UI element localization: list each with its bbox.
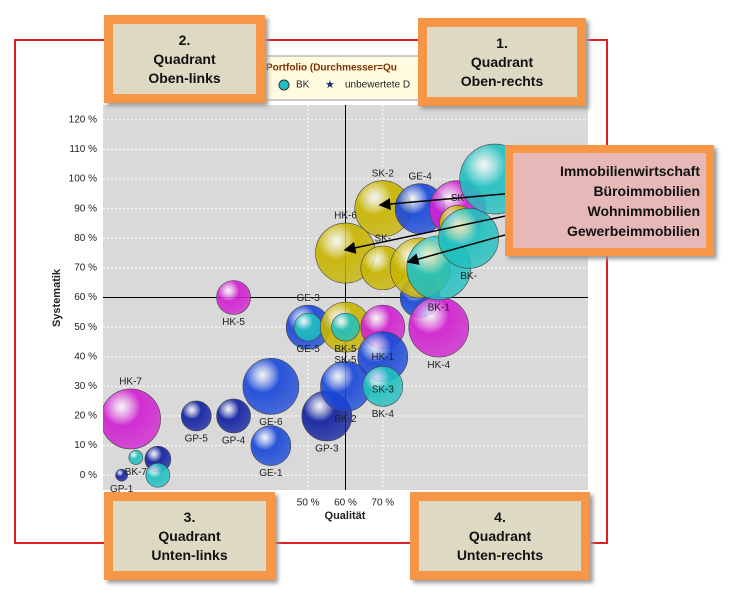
bubble <box>115 468 128 482</box>
bubble-label: HK-5 <box>222 317 245 328</box>
bubble-label: GE-3 <box>297 293 321 304</box>
quadrant-text: Quadrant <box>468 527 532 544</box>
y-tick-label: 20 % <box>74 411 97 422</box>
bubble-label: BK- <box>460 271 477 282</box>
legend-label: unbewertete D <box>345 80 410 91</box>
bubble <box>216 398 251 434</box>
y-tick-label: 50 % <box>74 322 97 333</box>
quadrant-text: Oben-rechts <box>460 72 544 89</box>
bubble <box>331 312 360 342</box>
quadrant-box: 1. Quadrant Oben-rechts <box>418 18 586 106</box>
chart-title: Portfolio (Durchmesser=Qu <box>266 63 397 74</box>
quadrant-box: 4. Quadrant Unten-rechts <box>410 492 590 580</box>
x-axis-label: Qualität <box>325 510 366 522</box>
annotation-text: Wohnimmobilien <box>587 202 700 219</box>
annotation-box: Immobilienwirtschaft Büroimmobilien Wohn… <box>505 145 714 256</box>
bubble-label: HK-4 <box>427 360 450 371</box>
bubble-label: GP-4 <box>222 436 246 447</box>
bubble-label: BK-4 <box>372 409 395 420</box>
y-tick-label: 110 % <box>69 144 97 155</box>
bubble-label: SK- <box>374 234 391 245</box>
bubble-label: SK-5 <box>334 355 357 366</box>
quadrant-number: 1. <box>496 34 508 51</box>
bubble <box>438 207 499 269</box>
legend-label: BK <box>296 80 310 91</box>
x-tick-label: 50 % <box>297 498 320 509</box>
bubble <box>128 450 144 465</box>
quadrant-text: Quadrant <box>153 50 216 67</box>
bubble <box>250 425 292 466</box>
bubble <box>216 280 251 315</box>
bubble-label: SK-2 <box>372 168 395 179</box>
y-tick-label: 90 % <box>74 203 97 214</box>
quadrant-number: 3. <box>183 508 196 525</box>
x-tick-label: 70 % <box>371 498 394 509</box>
bubble <box>180 400 212 432</box>
legend <box>261 55 423 101</box>
x-tick-label: 60 % <box>334 498 357 509</box>
quadrant-number: 4. <box>494 508 506 525</box>
bubble-label: GE-5 <box>297 344 321 355</box>
bubble-label: GP-1 <box>110 484 134 495</box>
bubble-label: GE-1 <box>259 468 283 479</box>
bubble-label: BK-2 <box>334 414 357 425</box>
bubble-label: BK-1 <box>428 303 451 314</box>
y-tick-label: 0 % <box>80 470 97 481</box>
bubble-label: SK-3 <box>372 384 395 395</box>
quadrant-text: Quadrant <box>158 527 221 544</box>
bubble <box>242 358 300 415</box>
bubble-label: GP-3 <box>315 444 339 455</box>
y-tick-label: 60 % <box>74 292 97 303</box>
quadrant-box: 3. Quadrant Unten-links <box>104 492 275 580</box>
quadrant-text: Quadrant <box>470 53 534 70</box>
bubble <box>145 462 171 488</box>
legend-marker: ★ <box>325 79 335 91</box>
annotation-text: Gewerbeimmobilien <box>566 222 700 239</box>
bubble-label: HK-6 <box>334 211 357 222</box>
y-tick-label: 40 % <box>74 351 97 362</box>
legend-marker <box>278 79 290 91</box>
bubble-label: GE-4 <box>408 171 432 182</box>
bubble-label: HK-1 <box>371 352 394 363</box>
y-axis-label: Systematik <box>51 268 63 327</box>
y-tick-label: 120 % <box>69 114 97 125</box>
bubble-label: GE-6 <box>259 417 283 428</box>
quadrant-text: Unten-rechts <box>456 546 544 563</box>
bubble-label: GP-5 <box>185 434 209 445</box>
y-tick-label: 80 % <box>74 233 97 244</box>
quadrant-number: 2. <box>178 31 191 48</box>
quadrant-text: Oben-links <box>148 69 221 86</box>
quadrant-box: 2. Quadrant Oben-links <box>104 15 265 103</box>
annotation-text: Büroimmobilien <box>593 182 700 199</box>
bubble <box>103 388 161 450</box>
bubble-label: BK-5 <box>334 344 357 355</box>
y-tick-label: 100 % <box>69 174 97 185</box>
annotation-text: Immobilienwirtschaft <box>559 162 700 179</box>
quadrant-text: Unten-links <box>151 546 228 563</box>
y-tick-label: 70 % <box>74 263 97 274</box>
y-tick-label: 30 % <box>74 381 97 392</box>
bubble <box>362 366 404 407</box>
bubble <box>293 312 323 342</box>
y-tick-label: 10 % <box>74 440 97 451</box>
bubble-label: HK-7 <box>119 377 142 388</box>
bubble-label: BK-7 <box>125 467 148 478</box>
